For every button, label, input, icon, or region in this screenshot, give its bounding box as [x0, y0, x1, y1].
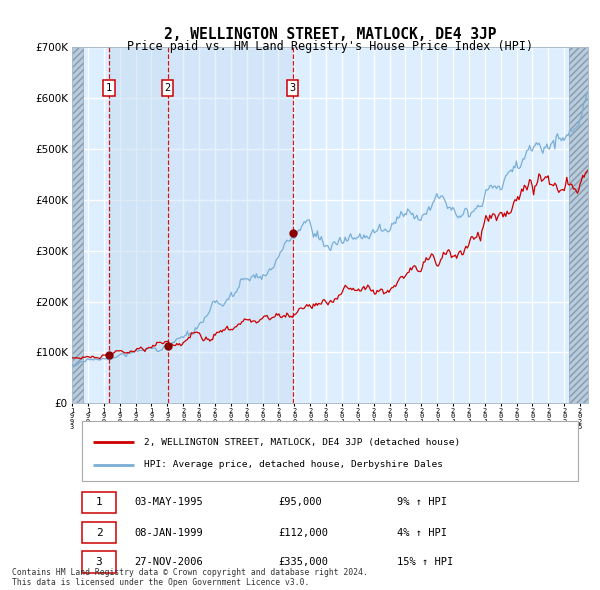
Text: 3: 3: [96, 557, 103, 567]
Bar: [167, 47, 293, 404]
Text: HPI: Average price, detached house, Derbyshire Dales: HPI: Average price, detached house, Derb…: [144, 460, 443, 470]
Text: £112,000: £112,000: [278, 528, 328, 538]
Bar: [82, 552, 116, 572]
Bar: [82, 421, 578, 481]
Text: 2: 2: [96, 528, 103, 538]
Text: 2, WELLINGTON STREET, MATLOCK, DE4 3JP: 2, WELLINGTON STREET, MATLOCK, DE4 3JP: [164, 27, 496, 41]
Text: 03-MAY-1995: 03-MAY-1995: [134, 497, 203, 507]
Bar: [569, 47, 588, 404]
Text: 1: 1: [106, 83, 112, 93]
Text: 15% ↑ HPI: 15% ↑ HPI: [397, 557, 454, 567]
Text: 4% ↑ HPI: 4% ↑ HPI: [397, 528, 447, 538]
Text: 2: 2: [164, 83, 171, 93]
Text: 08-JAN-1999: 08-JAN-1999: [134, 528, 203, 538]
Text: £95,000: £95,000: [278, 497, 322, 507]
Text: 2, WELLINGTON STREET, MATLOCK, DE4 3JP (detached house): 2, WELLINGTON STREET, MATLOCK, DE4 3JP (…: [144, 438, 460, 447]
Text: Price paid vs. HM Land Registry's House Price Index (HPI): Price paid vs. HM Land Registry's House …: [127, 40, 533, 53]
Bar: [82, 491, 116, 513]
Text: Contains HM Land Registry data © Crown copyright and database right 2024.
This d: Contains HM Land Registry data © Crown c…: [12, 568, 368, 587]
Text: 1: 1: [96, 497, 103, 507]
Bar: [82, 522, 116, 543]
Text: £335,000: £335,000: [278, 557, 328, 567]
Bar: [72, 47, 83, 404]
Text: 9% ↑ HPI: 9% ↑ HPI: [397, 497, 447, 507]
Text: 27-NOV-2006: 27-NOV-2006: [134, 557, 203, 567]
Text: 3: 3: [290, 83, 296, 93]
Bar: [109, 47, 167, 404]
